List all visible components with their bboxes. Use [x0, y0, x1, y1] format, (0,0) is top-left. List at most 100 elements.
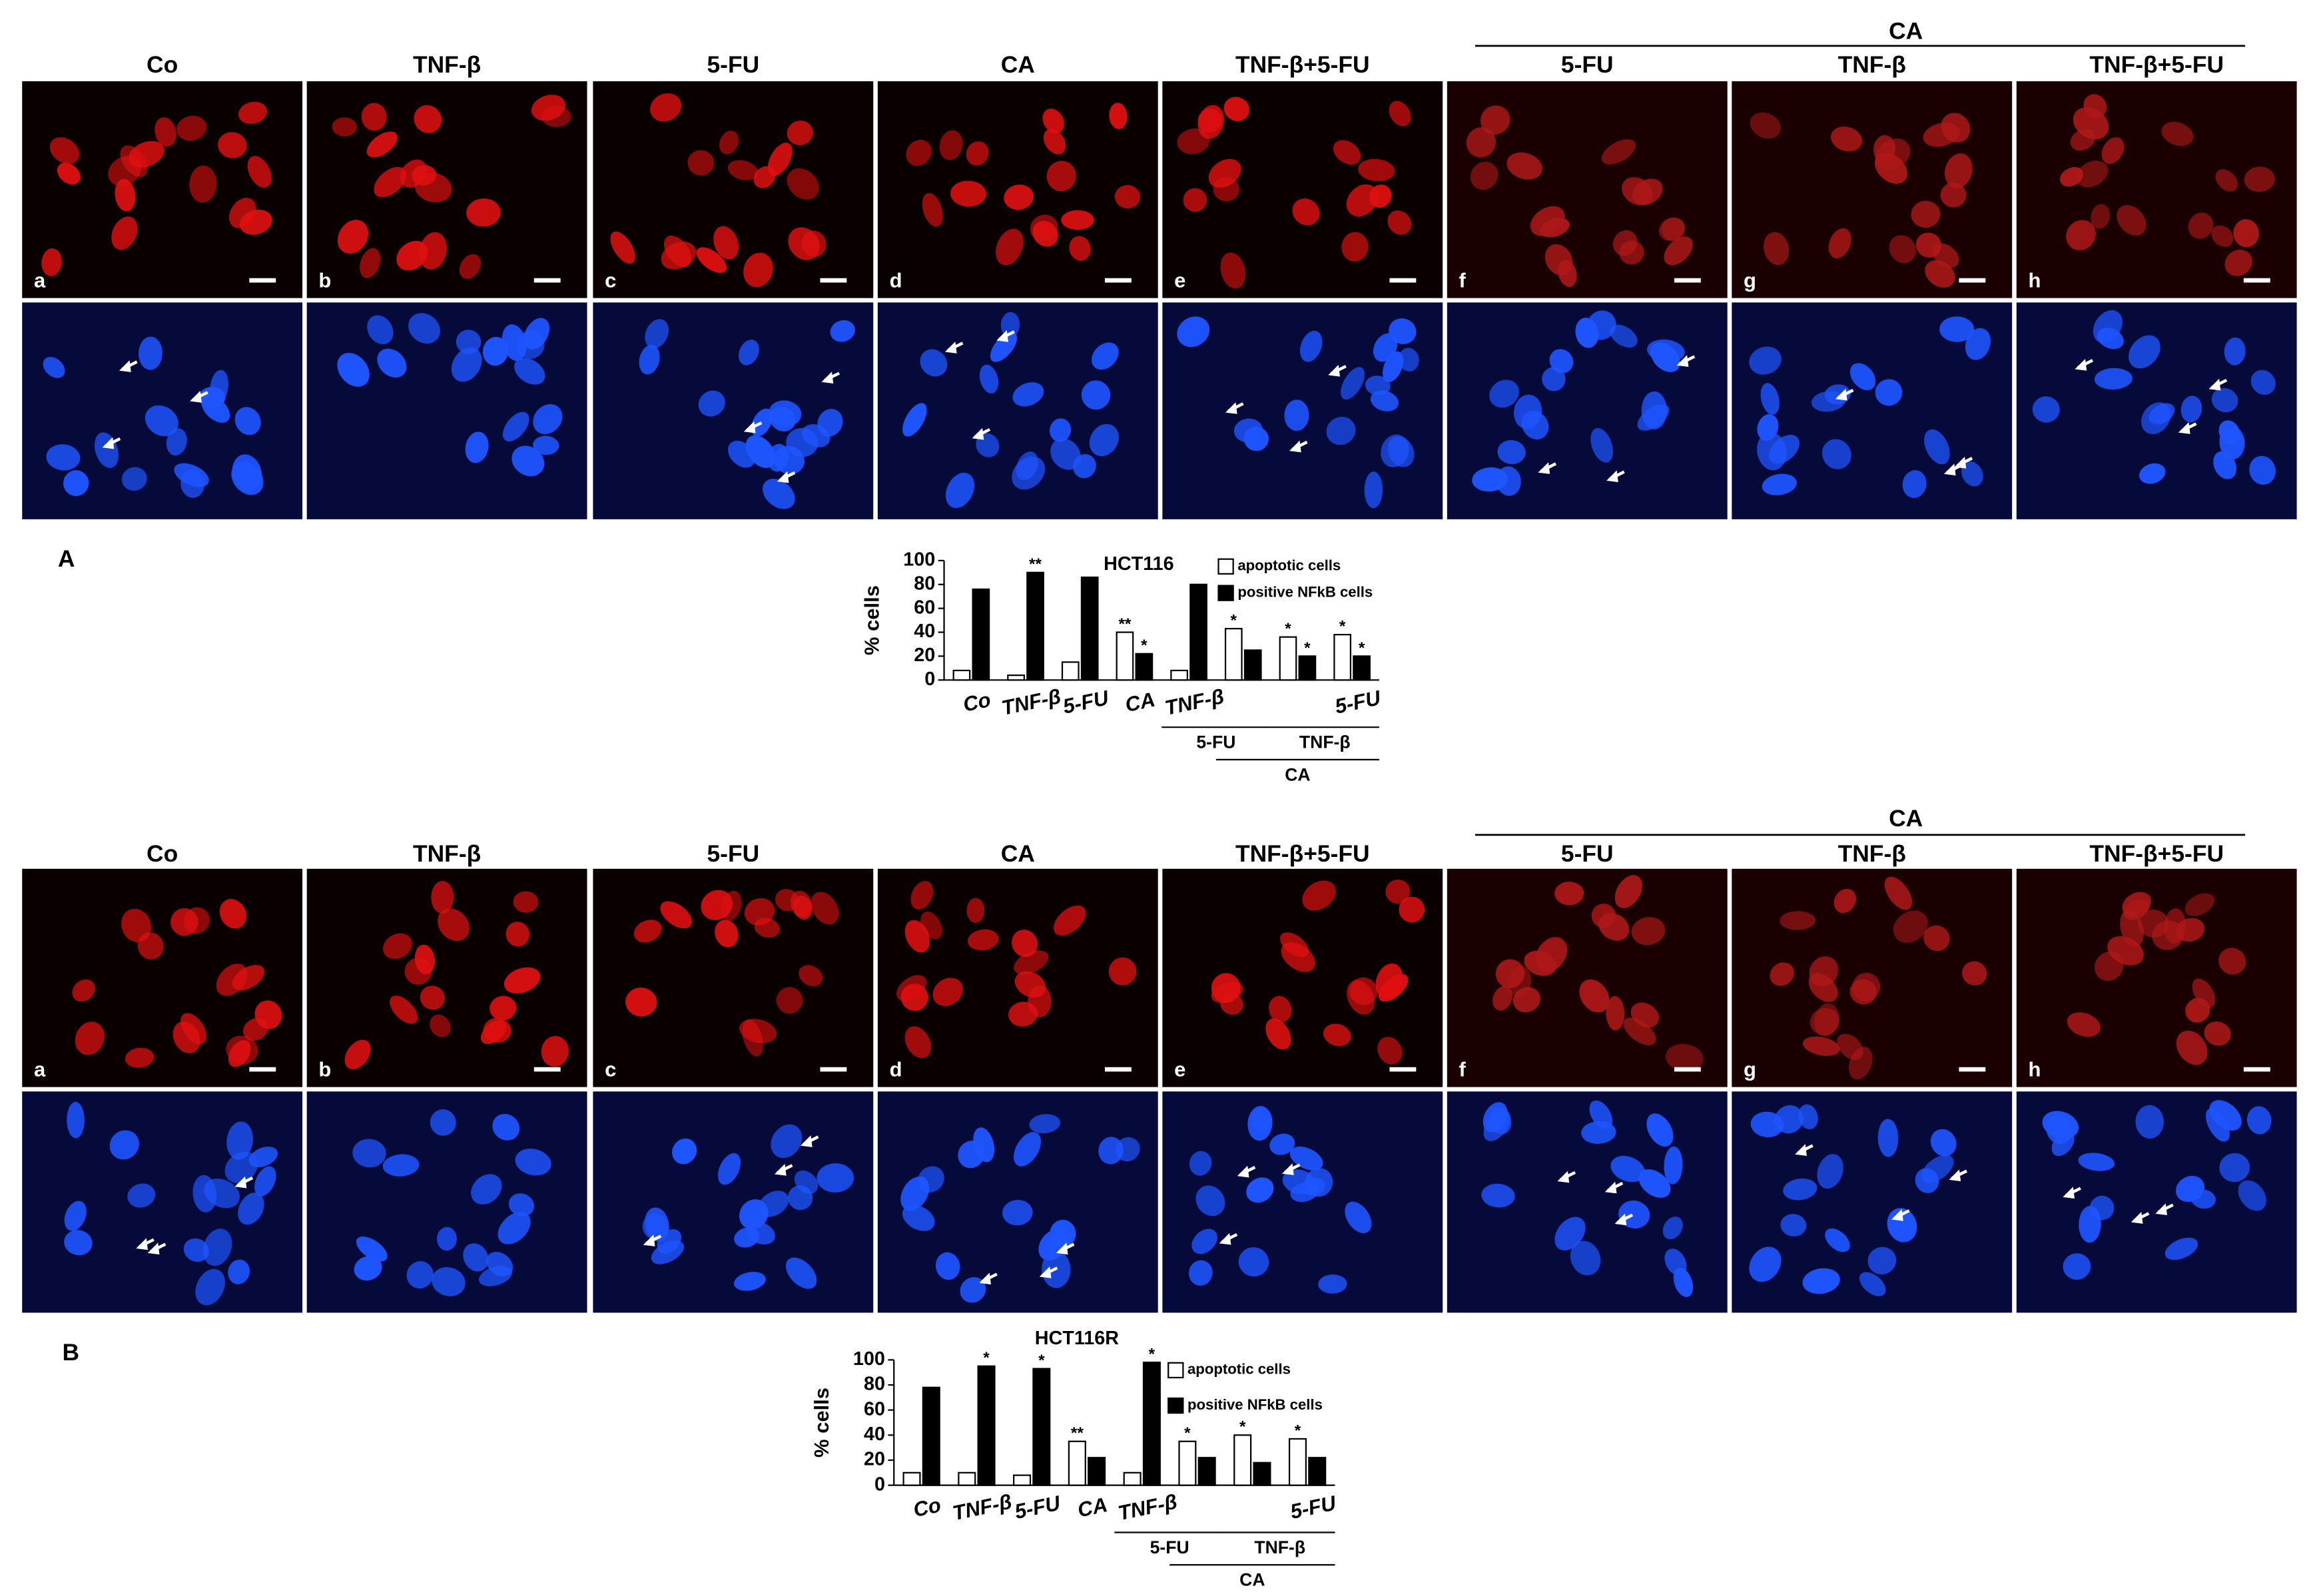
- cell: [1188, 1260, 1213, 1286]
- cell: [2066, 220, 2096, 250]
- cell: [1292, 198, 1320, 226]
- cell: [672, 1138, 697, 1165]
- cell: [2139, 463, 2166, 484]
- column-header: TNF-β+5-FU: [1235, 840, 1370, 867]
- cell: [414, 172, 452, 202]
- legend-label: apoptotic cells: [1187, 1361, 1291, 1378]
- cell: [1302, 880, 1336, 911]
- x-tick-label: Co: [961, 688, 993, 716]
- cell: [1661, 217, 1686, 242]
- cell: [1014, 971, 1046, 998]
- bar: [1068, 1440, 1086, 1486]
- cell: [1387, 210, 1412, 235]
- cell: [1618, 1200, 1650, 1229]
- cell: [1284, 399, 1309, 431]
- column-header: TNF-β+5-FU: [2089, 51, 2224, 78]
- cell: [902, 403, 927, 437]
- cell: [57, 162, 81, 185]
- cell: [2138, 910, 2169, 938]
- cell: [1220, 252, 1246, 289]
- bar: [1061, 661, 1080, 681]
- cell: [2238, 1180, 2266, 1211]
- cell: [1305, 1168, 1333, 1197]
- cell: [2135, 1105, 2164, 1139]
- arrow-head: [234, 1176, 247, 1189]
- cell: [1930, 1129, 1957, 1157]
- section-label: A: [58, 545, 75, 572]
- section-label: B: [63, 1339, 80, 1366]
- cell: [219, 899, 247, 929]
- cell: [502, 411, 529, 442]
- cell: [745, 435, 776, 468]
- cell: [1760, 383, 1780, 415]
- cell: [1828, 228, 1851, 258]
- panel-letter: b: [318, 268, 331, 292]
- bar: [1032, 1368, 1051, 1486]
- cell: [238, 1193, 264, 1225]
- bar: [1080, 576, 1099, 681]
- cell: [1803, 1036, 1840, 1056]
- cell: [719, 131, 739, 154]
- cell: [920, 349, 948, 377]
- arrow-head: [2063, 1187, 2075, 1199]
- bar: [1178, 1440, 1197, 1486]
- cell: [751, 408, 773, 437]
- arrow-head: [1039, 1266, 1052, 1278]
- cell: [377, 348, 407, 378]
- legend-swatch: [1217, 585, 1234, 601]
- cell: [471, 1174, 502, 1204]
- cell: [1043, 129, 1066, 154]
- legend-swatch: [1217, 558, 1234, 575]
- cell: [1575, 318, 1599, 348]
- cell: [1092, 342, 1119, 370]
- arrow-head: [147, 1242, 160, 1255]
- cell: [1915, 1168, 1939, 1193]
- cell: [1638, 1169, 1671, 1198]
- cell: [67, 1101, 85, 1139]
- cell: [533, 435, 559, 455]
- cell: [1764, 232, 1790, 266]
- cell: [1299, 330, 1323, 362]
- cell: [176, 115, 207, 141]
- cell: [1817, 1154, 1843, 1189]
- cell: [505, 922, 530, 947]
- y-tick-label: 60: [864, 1398, 885, 1420]
- cell: [1664, 1248, 1687, 1276]
- cell: [111, 216, 138, 250]
- cell: [1590, 427, 1613, 463]
- cell: [967, 929, 999, 951]
- cell: [490, 995, 517, 1021]
- cell: [115, 178, 136, 212]
- cell: [125, 1047, 155, 1068]
- cell: [2161, 121, 2194, 146]
- cell: [1749, 346, 1782, 375]
- cell: [2164, 1237, 2198, 1260]
- y-tick-label: 20: [914, 645, 935, 666]
- cell: [743, 252, 773, 288]
- cell: [226, 1035, 258, 1065]
- column-header: Co: [147, 51, 178, 78]
- cell: [610, 231, 635, 264]
- bar: [1353, 655, 1371, 681]
- y-tick-label: 20: [864, 1449, 885, 1470]
- arrow-head: [2075, 358, 2087, 371]
- cell: [1602, 139, 1636, 164]
- y-tick-label: 40: [914, 621, 935, 642]
- bar: [1197, 1457, 1216, 1486]
- cell: [1664, 236, 1693, 266]
- group-label: 5-FU: [1196, 732, 1235, 752]
- cell: [811, 892, 839, 925]
- cell: [390, 995, 418, 1024]
- cell: [1902, 470, 1927, 498]
- cell: [137, 932, 164, 960]
- x-tick-label: 5-FU: [1012, 1491, 1063, 1523]
- arrow-head: [2208, 378, 2221, 391]
- x-tick-label: TNF-β: [1000, 684, 1063, 720]
- bar: [1333, 634, 1352, 681]
- cell: [1042, 109, 1064, 134]
- cell: [352, 1139, 386, 1168]
- column-header: TNF-β: [413, 840, 481, 867]
- cell: [541, 1036, 569, 1067]
- cell: [456, 330, 482, 354]
- bar: [1116, 631, 1134, 681]
